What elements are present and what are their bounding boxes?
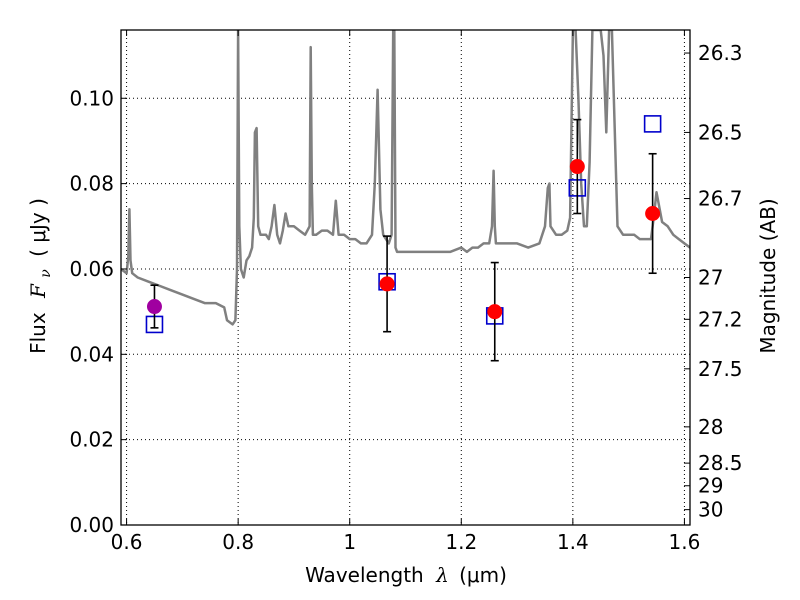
y-tick-label: 0.08 <box>69 172 114 196</box>
x-axis-label: Wavelength λ (μm) <box>305 563 507 587</box>
spectrum-line <box>121 30 690 326</box>
y2-tick-label: 30 <box>698 498 723 522</box>
axes: 0.6 0.8 1 1.2 1.4 1.6 0.00 0.02 0.04 0.06 0.08 0.10… <box>69 29 743 554</box>
plot-content <box>121 30 690 362</box>
x-tick-label: 1 <box>343 530 356 554</box>
x-tick-label: 0.6 <box>111 530 143 554</box>
y2-tick-label: 27.5 <box>698 357 743 381</box>
y-tick-label: 0.10 <box>69 86 114 110</box>
observed-photometry-point <box>379 276 395 292</box>
model-photometry-marker <box>643 115 662 133</box>
y2-tick-label: 27.2 <box>698 307 743 331</box>
x-tick-label: 0.8 <box>222 530 254 554</box>
y-tick-label: 0.06 <box>69 257 114 281</box>
observed-photometry-point <box>645 205 661 221</box>
y-tick-label: 0.02 <box>69 428 114 452</box>
y2-tick-label: 26.3 <box>698 41 743 65</box>
y2-tick-label: 28 <box>698 415 723 439</box>
y2-tick-label: 26.7 <box>698 187 743 211</box>
y-tick-label: 0.04 <box>69 342 114 366</box>
observed-photometry-point <box>487 304 503 320</box>
y2-tick-label: 26.5 <box>698 120 743 144</box>
observed-photometry-point <box>569 159 585 175</box>
y-tick-label: 0.00 <box>69 513 114 537</box>
observed-photometry-point <box>146 299 162 315</box>
y2-tick-label: 28.5 <box>698 451 743 475</box>
y2-tick-label: 29 <box>698 474 723 498</box>
y-axis-label: Flux F ν ( μJy ) <box>26 198 55 354</box>
x-tick-label: 1.6 <box>669 530 701 554</box>
x-tick-label: 1.4 <box>557 530 589 554</box>
y2-tick-label: 27 <box>698 266 723 290</box>
x-tick-label: 1.2 <box>445 530 477 554</box>
y2-axis-label: Magnitude (AB) <box>756 198 780 353</box>
